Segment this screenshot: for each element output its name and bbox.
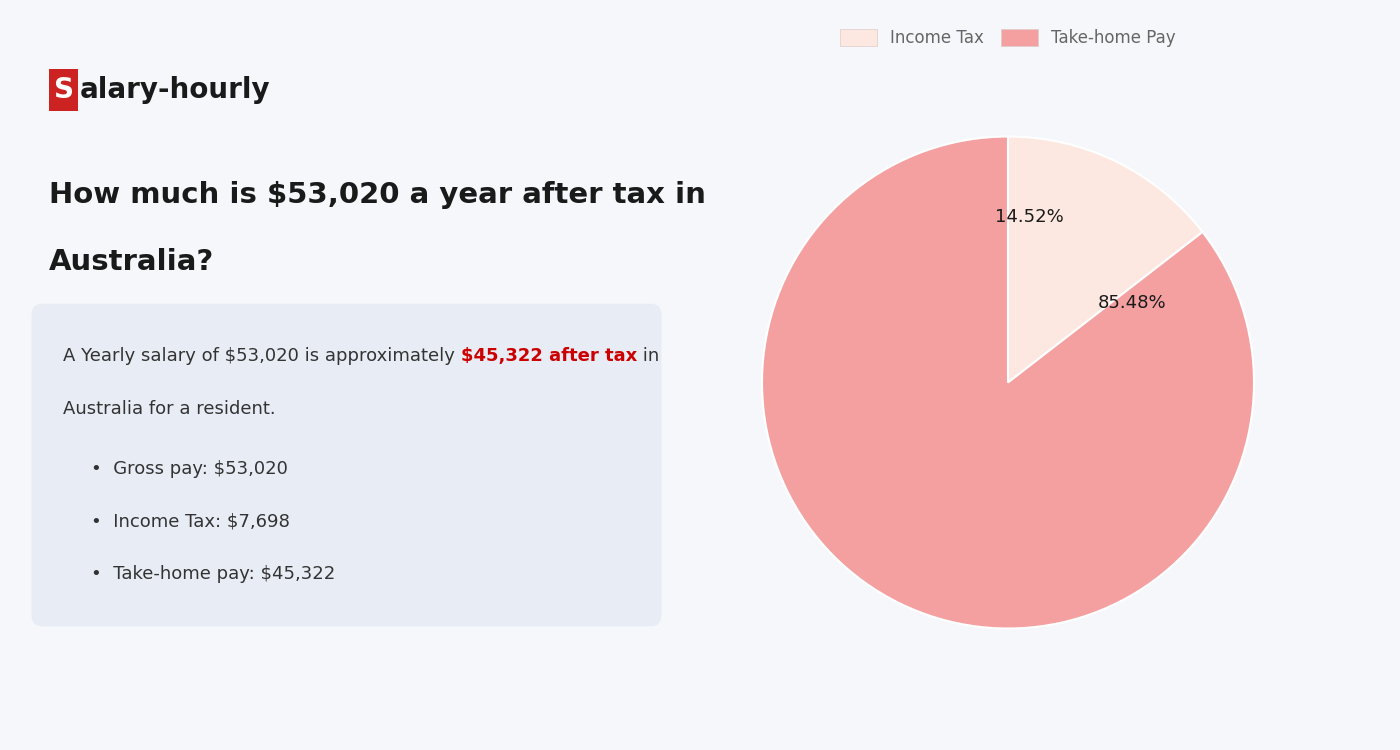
Text: Australia for a resident.: Australia for a resident. bbox=[63, 400, 276, 418]
Text: •  Income Tax: $7,698: • Income Tax: $7,698 bbox=[91, 512, 290, 530]
Text: 14.52%: 14.52% bbox=[995, 208, 1064, 226]
Text: How much is $53,020 a year after tax in: How much is $53,020 a year after tax in bbox=[49, 181, 706, 209]
Text: S: S bbox=[53, 76, 74, 104]
Text: •  Gross pay: $53,020: • Gross pay: $53,020 bbox=[91, 460, 288, 478]
Legend: Income Tax, Take-home Pay: Income Tax, Take-home Pay bbox=[834, 22, 1182, 53]
Text: A Yearly salary of $53,020 is approximately: A Yearly salary of $53,020 is approximat… bbox=[63, 347, 461, 365]
Wedge shape bbox=[1008, 136, 1203, 382]
Text: in: in bbox=[637, 347, 659, 365]
Text: alary-hourly: alary-hourly bbox=[80, 76, 270, 104]
FancyBboxPatch shape bbox=[49, 69, 78, 111]
FancyBboxPatch shape bbox=[31, 304, 661, 626]
Text: 85.48%: 85.48% bbox=[1098, 294, 1166, 312]
Text: $45,322 after tax: $45,322 after tax bbox=[461, 347, 637, 365]
Text: •  Take-home pay: $45,322: • Take-home pay: $45,322 bbox=[91, 565, 335, 583]
Wedge shape bbox=[762, 136, 1254, 628]
Text: Australia?: Australia? bbox=[49, 248, 214, 277]
